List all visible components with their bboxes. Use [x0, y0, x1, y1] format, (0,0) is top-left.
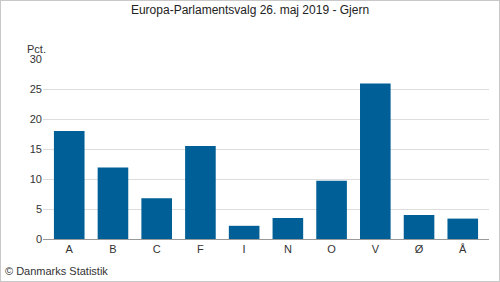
svg-text:20: 20	[30, 113, 42, 125]
svg-text:15: 15	[30, 143, 42, 155]
svg-text:Europa-Parlamentsvalg 26. maj: Europa-Parlamentsvalg 26. maj 2019 - Gje…	[131, 3, 369, 17]
svg-text:V: V	[372, 243, 380, 255]
svg-text:Pct.: Pct.	[27, 43, 46, 55]
svg-text:A: A	[66, 243, 74, 255]
svg-text:C: C	[153, 243, 161, 255]
svg-text:B: B	[109, 243, 116, 255]
svg-text:30: 30	[30, 53, 42, 65]
svg-text:© Danmarks Statistik: © Danmarks Statistik	[5, 265, 108, 277]
svg-text:25: 25	[30, 83, 42, 95]
svg-text:F: F	[197, 243, 204, 255]
svg-text:N: N	[284, 243, 292, 255]
svg-text:5: 5	[36, 203, 42, 215]
svg-text:Ø: Ø	[415, 243, 424, 255]
svg-text:10: 10	[30, 173, 42, 185]
svg-text:O: O	[327, 243, 336, 255]
svg-text:I: I	[243, 243, 246, 255]
svg-text:Å: Å	[459, 243, 467, 255]
svg-text:0: 0	[36, 233, 42, 245]
